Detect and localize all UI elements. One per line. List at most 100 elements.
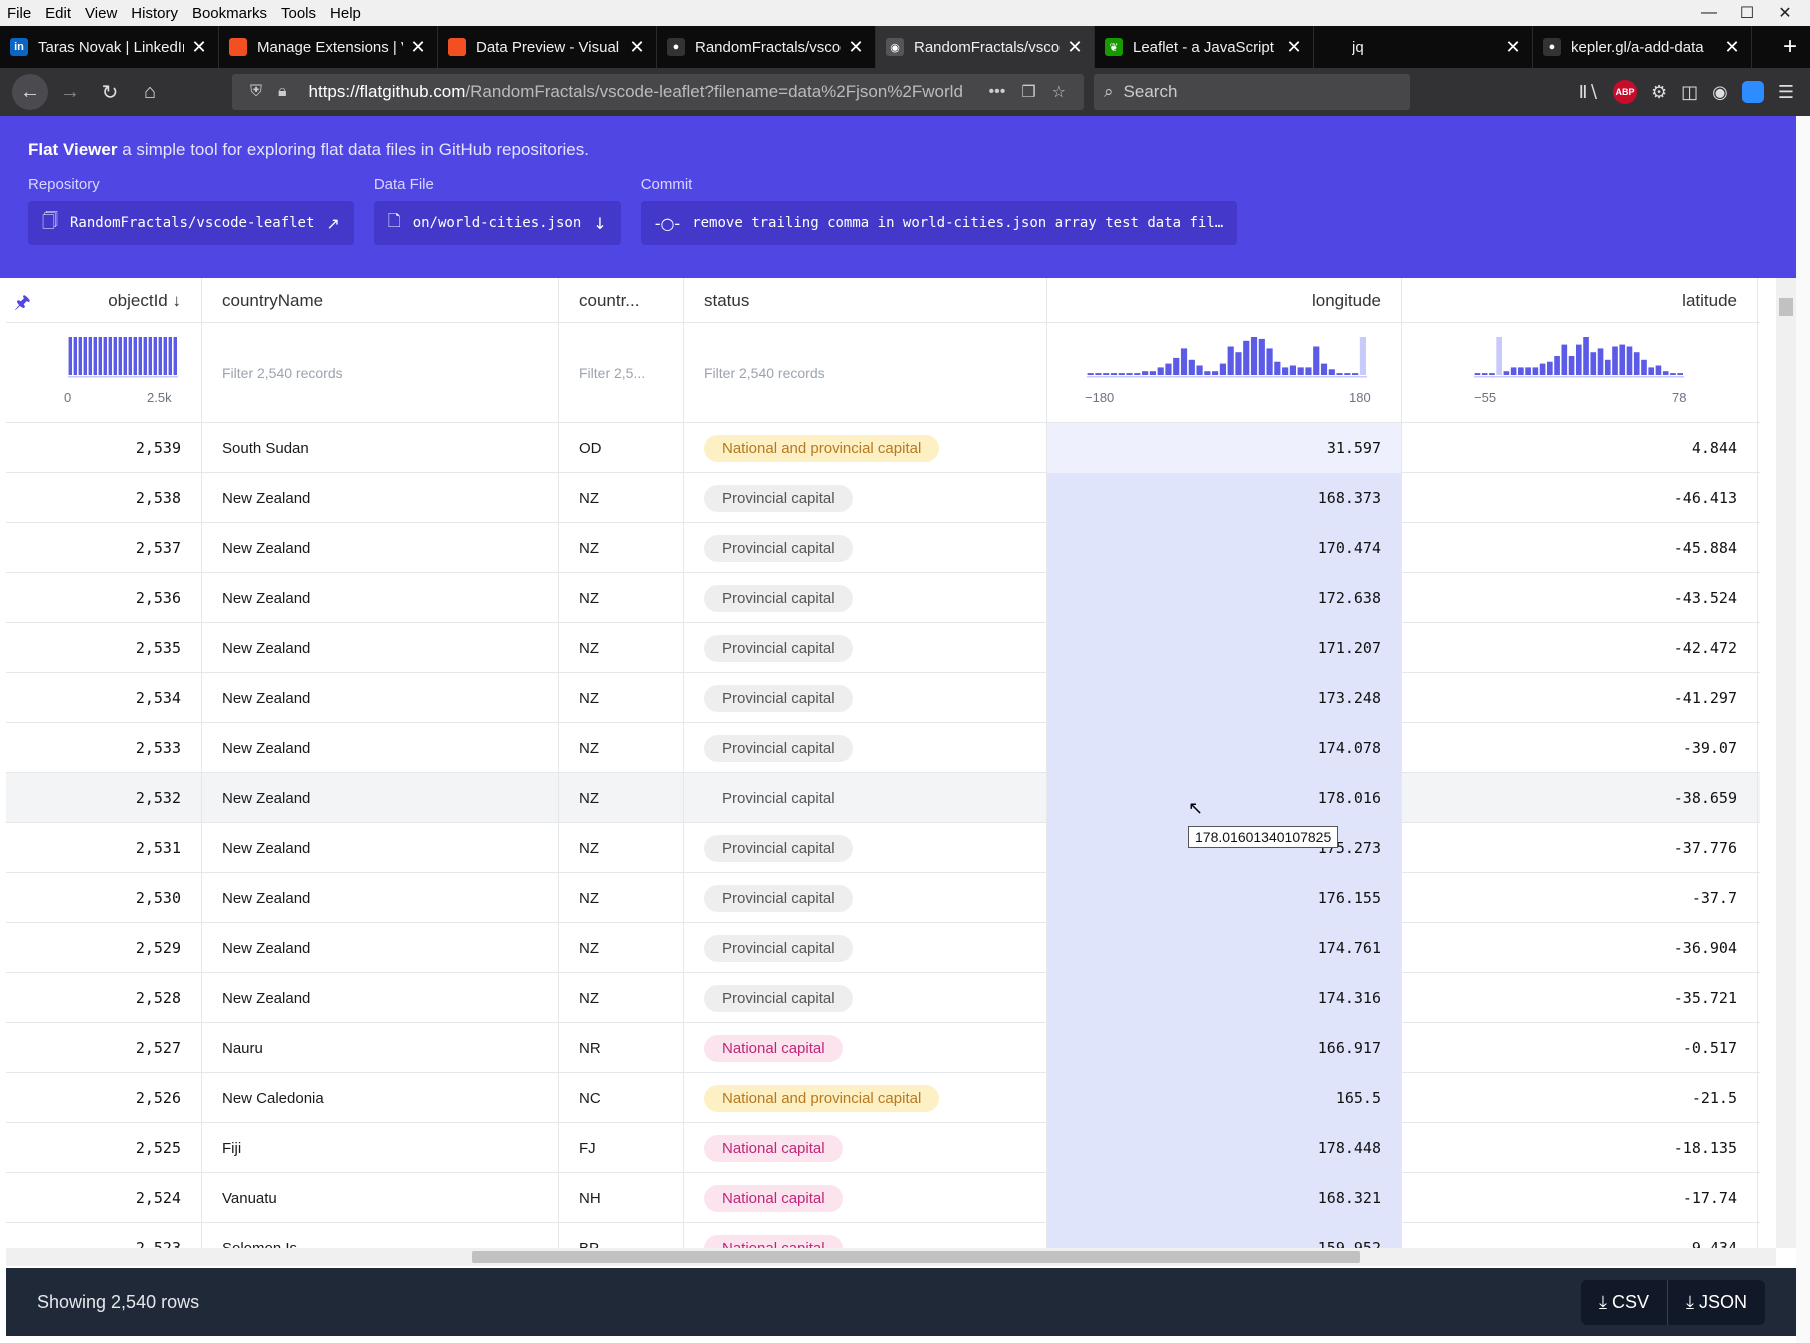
latitude-cell[interactable]: -35.721	[1402, 973, 1758, 1023]
data-file-button[interactable]: 🗋︎ on/world-cities.json ↓	[373, 201, 621, 245]
latitude-cell[interactable]: -9.434	[1402, 1223, 1758, 1248]
longitude-cell[interactable]: 176.155	[1047, 873, 1402, 923]
objectId-cell[interactable]: 2,524	[6, 1173, 202, 1223]
countryName-cell[interactable]: Vanuatu	[202, 1173, 559, 1223]
column-header-objectId[interactable]: 🖈︎ objectId ↓	[6, 278, 202, 322]
country-code-cell[interactable]: NZ	[559, 823, 684, 873]
countryName-cell[interactable]: New Zealand	[202, 873, 559, 923]
longitude-cell[interactable]: 172.638	[1047, 573, 1402, 623]
country-code-cell[interactable]: OD	[559, 423, 684, 473]
status-cell[interactable]: National capital	[684, 1123, 1047, 1173]
menu-bookmarks[interactable]: Bookmarks	[191, 4, 267, 22]
countryName-cell[interactable]: New Zealand	[202, 673, 559, 723]
horizontal-scrollbar[interactable]	[6, 1248, 1776, 1266]
longitude-cell[interactable]: 171.207	[1047, 623, 1402, 673]
latitude-cell[interactable]: -39.07	[1402, 723, 1758, 773]
sort-desc-icon[interactable]: ↓	[172, 290, 182, 310]
objectId-cell[interactable]: 2,535	[6, 623, 202, 673]
table-row[interactable]: 2,529 New Zealand NZ Provincial capital 174.…	[6, 923, 1760, 973]
menu-history[interactable]: History	[131, 4, 178, 22]
status-cell[interactable]: Provincial capital	[684, 923, 1047, 973]
countryName-cell[interactable]: Solomon Is.	[202, 1223, 559, 1248]
country-code-cell[interactable]: FJ	[559, 1123, 684, 1173]
objectId-cell[interactable]: 2,530	[6, 873, 202, 923]
longitude-cell[interactable]: 178.448	[1047, 1123, 1402, 1173]
countryName-cell[interactable]: New Zealand	[202, 923, 559, 973]
latitude-cell[interactable]: -0.517	[1402, 1023, 1758, 1073]
longitude-cell[interactable]: 168.321	[1047, 1173, 1402, 1223]
country-code-cell[interactable]: NZ	[559, 873, 684, 923]
status-cell[interactable]: Provincial capital	[684, 673, 1047, 723]
latitude-histogram[interactable]: −55 78	[1402, 323, 1758, 422]
table-row[interactable]: 2,527 Nauru NR National capital 166.917 -0.51…	[6, 1023, 1760, 1073]
latitude-cell[interactable]: -46.413	[1402, 473, 1758, 523]
column-header-country[interactable]: countr...	[559, 278, 684, 322]
status-cell[interactable]: Provincial capital	[684, 973, 1047, 1023]
vertical-scrollbar-thumb[interactable]	[1779, 298, 1793, 316]
countryName-cell[interactable]: New Zealand	[202, 773, 559, 823]
home-button[interactable]: ⌂	[143, 80, 157, 103]
status-cell[interactable]: Provincial capital	[684, 523, 1047, 573]
latitude-cell[interactable]: -37.7	[1402, 873, 1758, 923]
longitude-cell[interactable]: 159.952	[1047, 1223, 1402, 1248]
countryName-cell[interactable]: Nauru	[202, 1023, 559, 1073]
commit-button[interactable]: -○- remove trailing comma in world-citie…	[640, 201, 1238, 245]
table-row[interactable]: 2,525 Fiji FJ National capital 178.448 -18.13…	[6, 1123, 1760, 1173]
table-row[interactable]: 2,532 New Zealand NZ Provincial capital 178.…	[6, 773, 1760, 823]
menu-file[interactable]: File	[7, 4, 32, 22]
column-header-status[interactable]: status	[684, 278, 1047, 322]
browser-tab[interactable]: Manage Extensions | V ✕	[219, 26, 438, 68]
country-code-cell[interactable]: NZ	[559, 623, 684, 673]
longitude-cell[interactable]: 168.373	[1047, 473, 1402, 523]
status-cell[interactable]: National capital	[684, 1173, 1047, 1223]
countryName-filter-input[interactable]: Filter 2,540 records	[222, 365, 343, 381]
table-row[interactable]: 2,528 New Zealand NZ Provincial capital 174.…	[6, 973, 1760, 1023]
status-cell[interactable]: Provincial capital	[684, 823, 1047, 873]
reload-button[interactable]: ↻	[101, 81, 119, 104]
latitude-cell[interactable]: -43.524	[1402, 573, 1758, 623]
table-row[interactable]: 2,531 New Zealand NZ Provincial capital 175.…	[6, 823, 1760, 873]
countryName-cell[interactable]: Fiji	[202, 1123, 559, 1173]
longitude-cell[interactable]: 173.248	[1047, 673, 1402, 723]
latitude-cell[interactable]: -18.135	[1402, 1123, 1758, 1173]
status-cell[interactable]: Provincial capital	[684, 873, 1047, 923]
status-cell[interactable]: Provincial capital	[684, 473, 1047, 523]
countryName-cell[interactable]: New Caledonia	[202, 1073, 559, 1123]
country-filter-input[interactable]: Filter 2,5...	[579, 365, 646, 381]
country-code-cell[interactable]: NZ	[559, 973, 684, 1023]
browser-tab[interactable]: ● RandomFractals/vscod ✕	[657, 26, 876, 68]
horizontal-scrollbar-thumb[interactable]	[472, 1251, 1360, 1263]
forward-button[interactable]: →	[60, 80, 80, 103]
longitude-cell[interactable]: 174.316	[1047, 973, 1402, 1023]
latitude-cell[interactable]: -41.297	[1402, 673, 1758, 723]
status-filter-input[interactable]: Filter 2,540 records	[704, 365, 825, 381]
pin-icon[interactable]: 🖈︎	[14, 292, 31, 312]
tab-close-icon[interactable]: ✕	[1505, 36, 1521, 57]
objectId-cell[interactable]: 2,532	[6, 773, 202, 823]
country-code-cell[interactable]: BP	[559, 1223, 684, 1248]
country-code-cell[interactable]: NZ	[559, 923, 684, 973]
country-code-cell[interactable]: NZ	[559, 523, 684, 573]
vertical-scrollbar[interactable]	[1776, 278, 1796, 1248]
country-code-cell[interactable]: NZ	[559, 573, 684, 623]
country-code-cell[interactable]: NZ	[559, 673, 684, 723]
objectId-cell[interactable]: 2,526	[6, 1073, 202, 1123]
longitude-cell[interactable]: 31.597	[1047, 423, 1402, 473]
download-arrow-icon[interactable]: ↓	[593, 213, 607, 233]
url-bar[interactable]: ⛨ 🔒︎ https://flatgithub.com/RandomFracta…	[232, 74, 1084, 110]
menu-tools[interactable]: Tools	[280, 4, 317, 22]
download-json-button[interactable]: ⤓ JSON	[1667, 1279, 1765, 1325]
latitude-cell[interactable]: -36.904	[1402, 923, 1758, 973]
lock-icon[interactable]: 🔒︎	[278, 83, 287, 100]
status-cell[interactable]: Provincial capital	[684, 723, 1047, 773]
longitude-cell[interactable]: 170.474	[1047, 523, 1402, 573]
table-row[interactable]: 2,533 New Zealand NZ Provincial capital 174.…	[6, 723, 1760, 773]
tab-close-icon[interactable]: ✕	[848, 36, 864, 57]
status-cell[interactable]: Provincial capital	[684, 773, 1047, 823]
latitude-cell[interactable]: 4.844	[1402, 423, 1758, 473]
browser-tab[interactable]: jq ✕	[1314, 26, 1533, 68]
objectId-cell[interactable]: 2,529	[6, 923, 202, 973]
url-text[interactable]: https://flatgithub.com/RandomFractals/vs…	[309, 82, 981, 102]
country-code-cell[interactable]: NZ	[559, 723, 684, 773]
country-code-cell[interactable]: NR	[559, 1023, 684, 1073]
